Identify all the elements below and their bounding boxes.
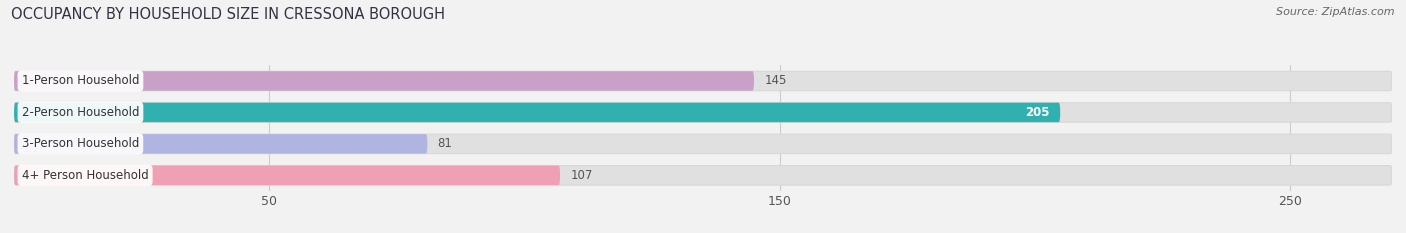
Text: 107: 107	[571, 169, 593, 182]
Text: 1-Person Household: 1-Person Household	[21, 75, 139, 87]
Text: 2-Person Household: 2-Person Household	[21, 106, 139, 119]
Text: 205: 205	[1025, 106, 1050, 119]
Text: 3-Person Household: 3-Person Household	[21, 137, 139, 150]
FancyBboxPatch shape	[14, 134, 1392, 154]
Text: 145: 145	[765, 75, 786, 87]
FancyBboxPatch shape	[14, 166, 1392, 185]
Text: OCCUPANCY BY HOUSEHOLD SIZE IN CRESSONA BOROUGH: OCCUPANCY BY HOUSEHOLD SIZE IN CRESSONA …	[11, 7, 446, 22]
FancyBboxPatch shape	[14, 166, 560, 185]
Text: 81: 81	[437, 137, 453, 150]
FancyBboxPatch shape	[14, 103, 1392, 122]
FancyBboxPatch shape	[14, 134, 427, 154]
FancyBboxPatch shape	[14, 71, 1392, 91]
FancyBboxPatch shape	[14, 103, 1060, 122]
FancyBboxPatch shape	[14, 71, 754, 91]
Text: 4+ Person Household: 4+ Person Household	[21, 169, 149, 182]
Text: Source: ZipAtlas.com: Source: ZipAtlas.com	[1277, 7, 1395, 17]
